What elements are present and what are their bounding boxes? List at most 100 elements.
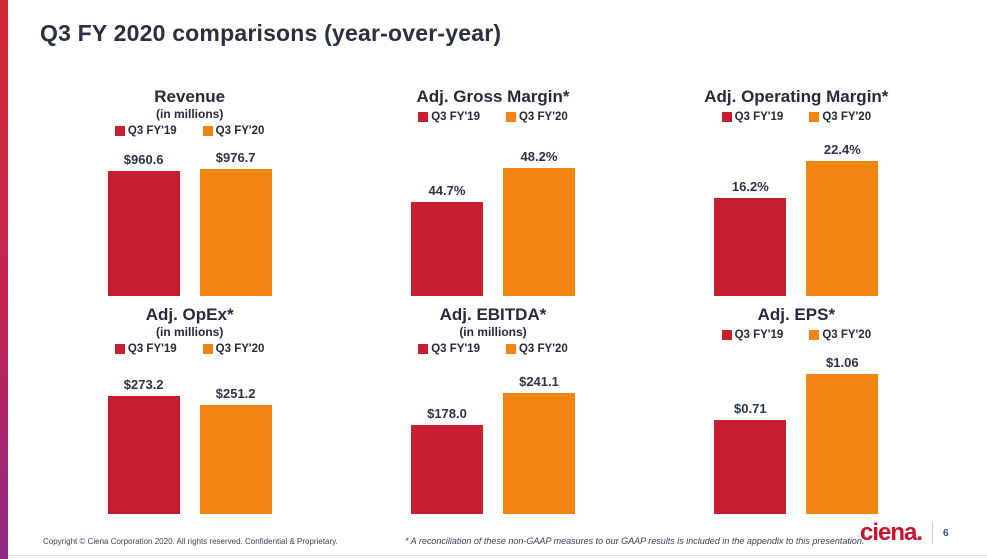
- legend-swatch-fy20: [202, 126, 213, 137]
- legend-item-fy19: Q3 FY'19: [418, 111, 480, 123]
- legend-swatch-fy19: [721, 329, 732, 340]
- chart-card: Adj. Operating Margin* Q3 FY'19 Q3 FY'20…: [676, 87, 916, 296]
- bar-fy19: [107, 171, 180, 296]
- bar-group-fy19: $178.0: [410, 406, 483, 514]
- chart-title: Adj. EPS*: [757, 305, 836, 324]
- chart-plot: $178.0 $241.1: [373, 355, 613, 514]
- legend-item-fy19: Q3 FY'19: [114, 343, 177, 356]
- bar-group-fy20: $241.1: [502, 374, 575, 514]
- bar-group-fy20: $976.7: [199, 150, 272, 296]
- bar-group-fy20: 48.2%: [502, 149, 575, 296]
- brand-divider: [932, 522, 934, 544]
- legend-item-fy20: Q3 FY'20: [202, 125, 265, 138]
- legend-label-fy19: Q3 FY'19: [127, 343, 177, 356]
- chart-plot: 16.2% 22.4%: [676, 123, 916, 296]
- bar-fy19: [410, 202, 483, 296]
- chart-legend: Q3 FY'19 Q3 FY'20: [721, 328, 871, 341]
- bar-group-fy19: $960.6: [107, 152, 180, 296]
- legend-label-fy20: Q3 FY'20: [518, 343, 568, 356]
- legend-item-fy19: Q3 FY'19: [418, 343, 480, 355]
- legend-item-fy19: Q3 FY'19: [721, 328, 784, 341]
- bar-group-fy20: $251.2: [199, 386, 272, 514]
- legend-swatch-fy19: [721, 111, 732, 122]
- chart-title: Adj. EBITDA*: [439, 305, 547, 324]
- bar-value-fy20: $241.1: [519, 374, 559, 389]
- footer-rule: [8, 555, 987, 556]
- charts-grid: Revenue (in millions) Q3 FY'19 Q3 FY'20 …: [58, 87, 928, 514]
- legend-swatch-fy19: [114, 344, 125, 355]
- bar-value-fy20: $976.7: [215, 150, 256, 165]
- chart-plot: $960.6 $976.7: [70, 137, 310, 296]
- bar-fy19: [714, 198, 787, 296]
- chart-legend: Q3 FY'19 Q3 FY'20: [114, 343, 265, 356]
- bar-group-fy19: 16.2%: [714, 179, 787, 296]
- legend-label-fy19: Q3 FY'19: [431, 343, 480, 356]
- legend-item-fy20: Q3 FY'20: [202, 343, 265, 356]
- footer-copyright: Copyright © Ciena Corporation 2020. All …: [43, 537, 338, 546]
- legend-swatch-fy20: [505, 344, 516, 355]
- bar-value-fy19: 44.7%: [428, 183, 466, 198]
- legend-label-fy19: Q3 FY'19: [431, 110, 480, 123]
- legend-item-fy20: Q3 FY'20: [809, 111, 871, 123]
- legend-swatch-fy20: [202, 344, 213, 355]
- bar-fy19: [410, 425, 483, 514]
- bar-fy20: [806, 161, 879, 296]
- slide-title: Q3 FY 2020 comparisons (year-over-year): [40, 20, 502, 46]
- legend-label-fy20: Q3 FY'20: [518, 110, 568, 123]
- chart-subtitle: (in millions): [155, 106, 224, 121]
- legend-label-fy19: Q3 FY'19: [127, 125, 177, 138]
- bar-fy19: [107, 396, 180, 514]
- legend-label-fy19: Q3 FY'19: [734, 110, 784, 123]
- chart-card: Revenue (in millions) Q3 FY'19 Q3 FY'20 …: [70, 87, 310, 296]
- legend-label-fy20: Q3 FY'20: [215, 343, 265, 356]
- chart-subtitle: (in millions): [459, 324, 527, 339]
- legend-label-fy20: Q3 FY'20: [822, 110, 872, 123]
- legend-item-fy19: Q3 FY'19: [114, 125, 177, 138]
- legend-item-fy20: Q3 FY'20: [505, 110, 568, 123]
- chart-card: Adj. OpEx* (in millions) Q3 FY'19 Q3 FY'…: [70, 305, 310, 514]
- bar-value-fy19: $960.6: [123, 152, 164, 167]
- legend-label-fy19: Q3 FY'19: [734, 328, 784, 341]
- chart-legend: Q3 FY'19 Q3 FY'20: [114, 125, 265, 138]
- bar-value-fy20: $1.06: [826, 355, 859, 370]
- chart-card: Adj. Gross Margin* Q3 FY'19 Q3 FY'20 44.…: [373, 87, 613, 296]
- footer-brand: ciena. 6: [860, 521, 949, 545]
- chart-card: Adj. EPS* Q3 FY'19 Q3 FY'20 $0.71 $1.06: [676, 305, 916, 514]
- chart-title: Revenue: [154, 87, 226, 106]
- bar-group-fy19: $0.71: [714, 401, 787, 514]
- chart-subtitle: (in millions): [155, 324, 224, 339]
- chart-legend: Q3 FY'19 Q3 FY'20: [418, 111, 568, 123]
- legend-label-fy20: Q3 FY'20: [215, 125, 265, 138]
- accent-gradient-strip: [0, 0, 8, 559]
- bar-value-fy19: $178.0: [427, 406, 467, 421]
- chart-card: Adj. EBITDA* (in millions) Q3 FY'19 Q3 F…: [373, 305, 613, 514]
- chart-title: Adj. Operating Margin*: [704, 87, 889, 106]
- bar-group-fy20: $1.06: [806, 355, 879, 514]
- chart-legend: Q3 FY'19 Q3 FY'20: [418, 343, 568, 355]
- chart-plot: 44.7% 48.2%: [373, 123, 613, 296]
- legend-item-fy20: Q3 FY'20: [809, 329, 871, 341]
- bar-fy20: [502, 393, 575, 514]
- legend-swatch-fy20: [809, 329, 820, 340]
- legend-item-fy19: Q3 FY'19: [721, 110, 784, 123]
- footer-footnote: * A reconciliation of these non-GAAP mea…: [405, 536, 865, 546]
- bar-value-fy20: 22.4%: [823, 142, 861, 157]
- legend-swatch-fy20: [505, 111, 516, 122]
- bar-group-fy20: 22.4%: [806, 142, 879, 296]
- bar-group-fy19: 44.7%: [410, 183, 483, 296]
- legend-swatch-fy19: [418, 111, 429, 122]
- bar-value-fy19: $0.71: [734, 401, 767, 416]
- bar-value-fy20: 48.2%: [520, 149, 558, 164]
- legend-swatch-fy20: [809, 111, 820, 122]
- legend-swatch-fy19: [114, 126, 125, 137]
- bar-group-fy19: $273.2: [107, 377, 180, 514]
- page-number: 6: [943, 527, 949, 539]
- bar-fy20: [502, 168, 575, 296]
- chart-title: Adj. OpEx*: [145, 305, 234, 324]
- bar-fy19: [714, 420, 787, 514]
- legend-swatch-fy19: [418, 344, 429, 355]
- bar-value-fy19: $273.2: [123, 377, 164, 392]
- legend-label-fy20: Q3 FY'20: [822, 328, 872, 341]
- bar-fy20: [199, 169, 272, 296]
- bar-value-fy19: 16.2%: [731, 179, 769, 194]
